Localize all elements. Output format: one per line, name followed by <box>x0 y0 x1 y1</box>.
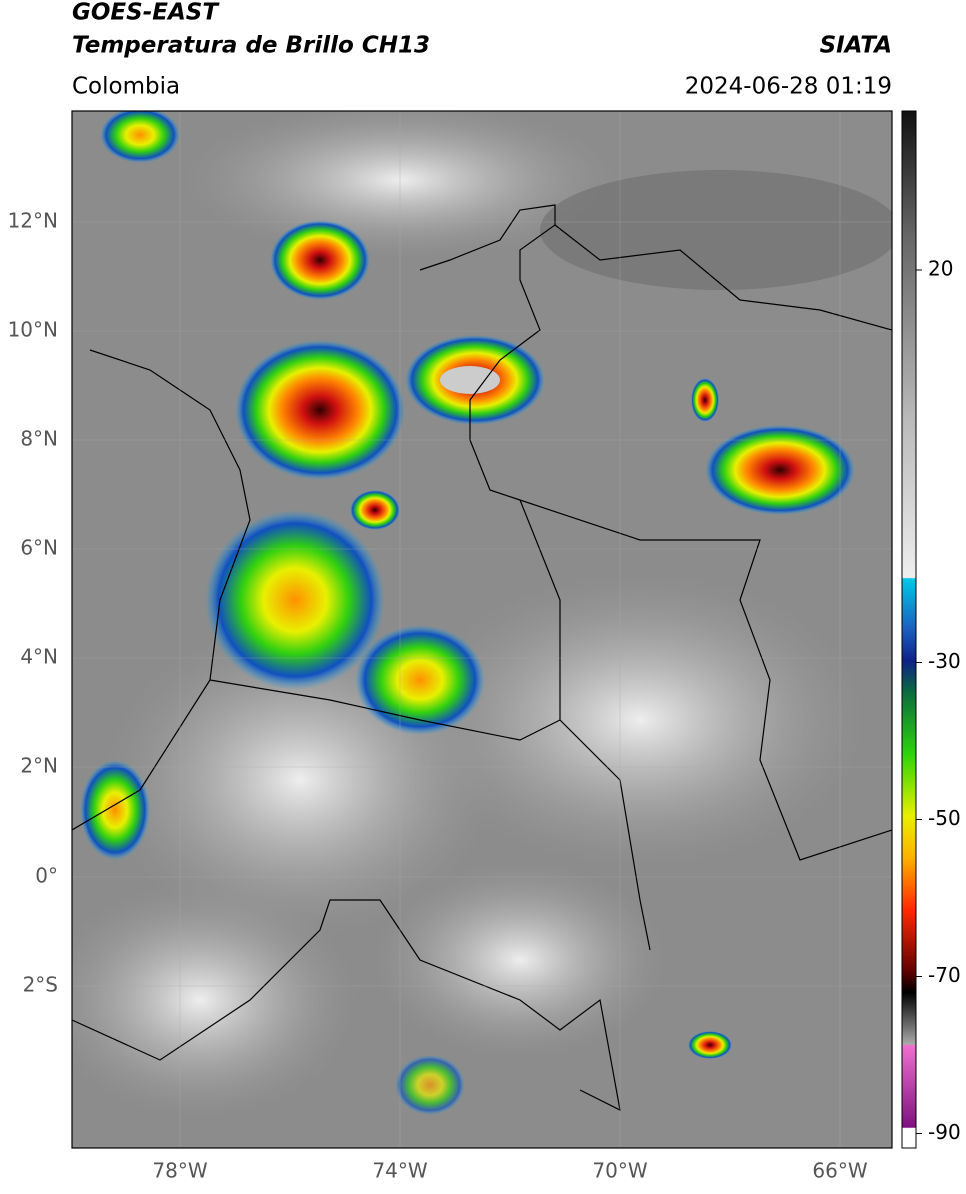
lon-label: 74°W <box>372 1159 427 1183</box>
lat-label: 2°S <box>23 973 58 997</box>
colorbar-label: -50 <box>928 806 961 830</box>
map-frame <box>71 110 893 1149</box>
lon-label: 70°W <box>592 1159 647 1183</box>
lat-label: 6°N <box>20 536 58 560</box>
colorbar-label: 20 <box>928 257 953 281</box>
lat-label: 0° <box>35 864 58 888</box>
colorbar-label: -30 <box>928 649 961 673</box>
colorbar <box>901 110 917 1149</box>
datetime: 2024-06-28 01:19 <box>685 74 892 100</box>
lat-label: 10°N <box>8 318 58 342</box>
subtitle: Temperatura de Brillo CH13 <box>72 33 430 59</box>
labels: 12°N 10°N 8°N 6°N 4°N 2°N 0° 2°S 78°W 74°W 70°W 66°… <box>8 209 961 1183</box>
source: SIATA <box>820 33 892 59</box>
satellite-image <box>72 111 892 1148</box>
colorbar-label: -90 <box>928 1120 961 1144</box>
region: Colombia <box>72 74 180 100</box>
lat-label: 8°N <box>20 427 58 451</box>
lat-label: 2°N <box>20 754 58 778</box>
lon-label: 66°W <box>812 1159 867 1183</box>
lat-label: 12°N <box>8 209 58 233</box>
lon-label: 78°W <box>152 1159 207 1183</box>
title: GOES-EAST <box>72 0 220 26</box>
colorbar-label: -70 <box>928 963 961 987</box>
lat-label: 4°N <box>20 645 58 669</box>
